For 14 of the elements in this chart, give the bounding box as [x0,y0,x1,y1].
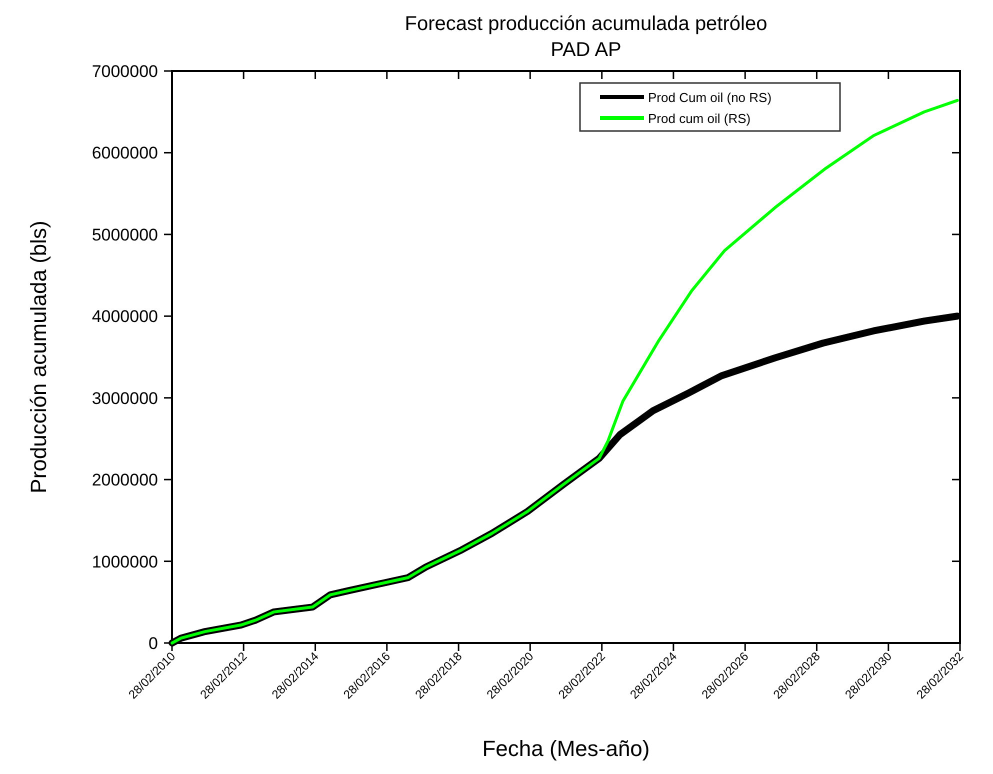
y-tick-label: 1000000 [92,552,158,572]
y-tick-label: 4000000 [92,307,158,326]
y-tick-label: 0 [148,634,158,653]
y-axis-title: Producción acumulada (bls) [26,220,51,494]
chart-title: Forecast producción acumulada petróleo [404,13,768,35]
x-axis-title: Fecha (Mes-año) [482,736,650,761]
y-tick-label: 5000000 [92,225,158,244]
y-tick-label: 2000000 [92,470,158,490]
y-tick-label: 3000000 [92,388,158,408]
legend-label: Prod Cum oil (no RS) [648,90,772,105]
legend-label: Prod cum oil (RS) [648,111,751,126]
chart-subtitle: PAD AP [550,39,622,61]
y-tick-label: 7000000 [92,62,158,81]
y-tick-label: 6000000 [92,144,158,163]
